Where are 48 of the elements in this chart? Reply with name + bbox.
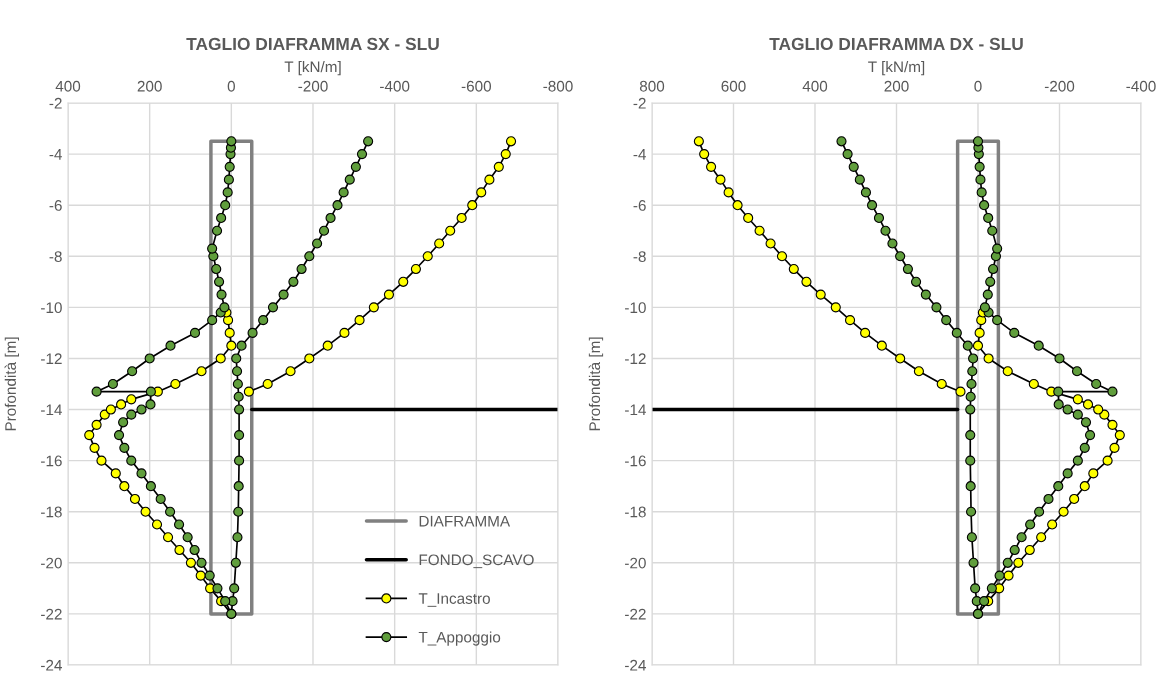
legend-label: T_Appoggio xyxy=(418,631,501,646)
x-tick-label: -400 xyxy=(1126,80,1156,92)
y-tick-label: -18 xyxy=(41,506,62,518)
y-tick-label: -2 xyxy=(633,97,646,109)
x-tick-label: 400 xyxy=(802,80,828,92)
y-tick-label: -12 xyxy=(625,353,646,364)
y-tick-label: -18 xyxy=(625,506,646,518)
y-tick-label: -10 xyxy=(625,302,646,314)
x-axis-title: T [kN/m] xyxy=(284,61,341,76)
y-tick-label: -22 xyxy=(41,608,62,620)
legend-label: FONDO_SCAVO xyxy=(419,554,534,569)
x-tick-label: -600 xyxy=(461,80,492,92)
x-tick-label: 0 xyxy=(227,80,235,92)
y-tick-label: -20 xyxy=(625,557,646,569)
y-tick-label: -24 xyxy=(41,659,62,671)
x-axis-title: T [kN/m] xyxy=(868,61,925,76)
y-tick-label: -8 xyxy=(633,251,646,262)
y-tick-label: -6 xyxy=(49,200,62,211)
y-tick-label: -20 xyxy=(41,557,62,569)
x-tick-label: 800 xyxy=(639,80,665,92)
y-tick-label: -16 xyxy=(41,455,62,467)
x-tick-label: 200 xyxy=(137,80,162,92)
y-tick-label: -4 xyxy=(633,149,646,160)
legend-label: DIAFRAMMA xyxy=(419,515,511,527)
y-tick-label: -2 xyxy=(49,97,62,109)
y-tick-label: -14 xyxy=(625,404,646,416)
y-tick-label: -6 xyxy=(633,200,646,211)
chart-title: TAGLIO DIAFRAMMA SX - SLU xyxy=(186,37,439,51)
y-tick-label: -10 xyxy=(41,302,62,314)
x-tick-label: -200 xyxy=(1044,80,1075,92)
x-tick-label: 400 xyxy=(55,80,81,92)
x-tick-label: -800 xyxy=(543,80,573,92)
x-tick-label: -200 xyxy=(298,80,328,92)
y-tick-label: -14 xyxy=(41,404,62,416)
y-tick-label: -8 xyxy=(49,251,62,262)
x-tick-label: 200 xyxy=(884,80,909,92)
y-tick-label: -24 xyxy=(625,659,646,671)
legend-label: T_Incastro xyxy=(418,593,490,607)
chart-title: TAGLIO DIAFRAMMA DX - SLU xyxy=(769,37,1023,51)
y-axis-title: Profondità [m] xyxy=(4,337,19,431)
x-tick-label: 0 xyxy=(974,80,982,92)
y-tick-label: -16 xyxy=(625,455,646,467)
y-axis-title: Profondità [m] xyxy=(588,337,604,431)
x-tick-label: 600 xyxy=(721,80,746,92)
y-tick-label: -4 xyxy=(49,149,62,160)
x-tick-label: -400 xyxy=(380,80,410,92)
y-tick-label: -12 xyxy=(41,353,62,364)
y-tick-label: -22 xyxy=(625,608,646,620)
